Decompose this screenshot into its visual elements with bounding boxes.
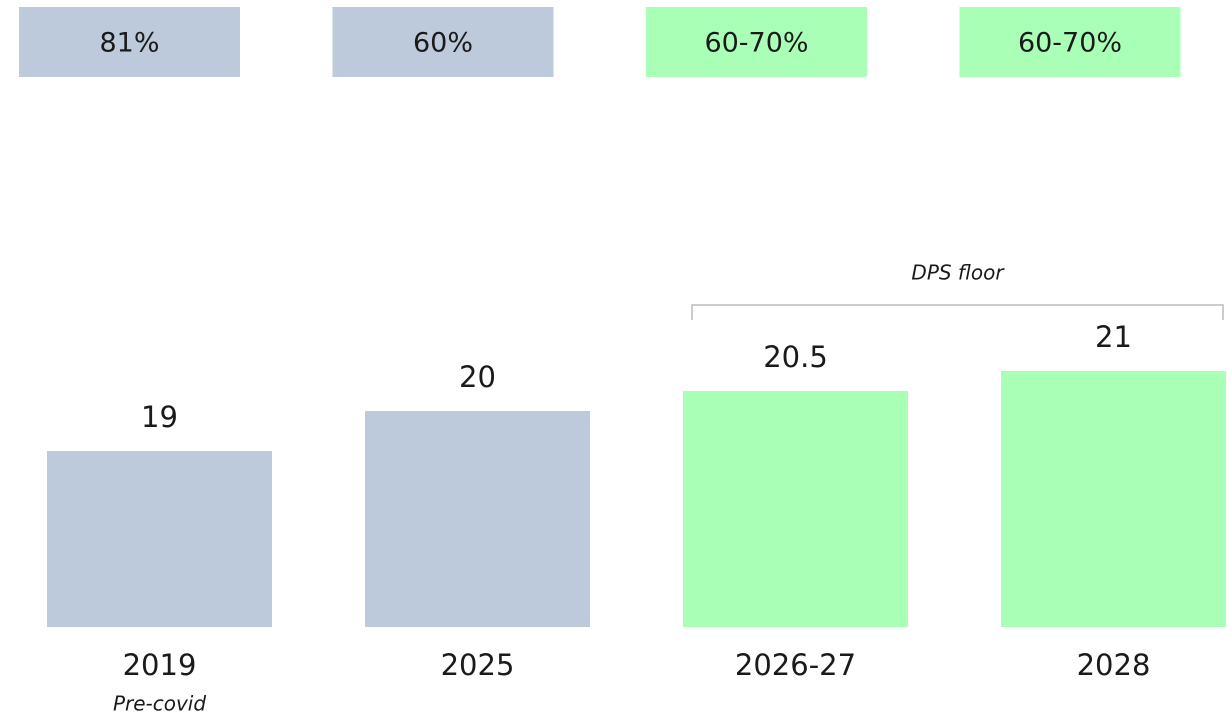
- bar: [683, 391, 908, 627]
- payout-label: 60-70%: [1018, 28, 1122, 59]
- bar: [1001, 371, 1226, 627]
- bar: [47, 451, 272, 627]
- payout-label: 60-70%: [704, 28, 808, 59]
- x-tick-label: 2019: [123, 648, 197, 682]
- x-tick-label: 2026-27: [735, 648, 856, 682]
- payout-label: 81%: [99, 28, 159, 59]
- payout-box: [19, 7, 240, 77]
- value-label: 19: [141, 400, 178, 434]
- x-tick-label: 2028: [1077, 648, 1151, 682]
- payout-box: [332, 7, 554, 77]
- x-tick-label: 2025: [441, 648, 515, 682]
- payout-box: [646, 7, 867, 77]
- payout-label: 60%: [413, 28, 473, 59]
- value-label: 20.5: [763, 340, 828, 374]
- payout-box: [959, 7, 1181, 77]
- bar: [365, 411, 590, 627]
- bracket: [691, 304, 1224, 320]
- bracket-label: DPS floor: [911, 261, 1005, 285]
- value-label: 21: [1095, 320, 1132, 354]
- category-note: Pre-covid: [113, 692, 206, 716]
- value-label: 20: [459, 360, 496, 394]
